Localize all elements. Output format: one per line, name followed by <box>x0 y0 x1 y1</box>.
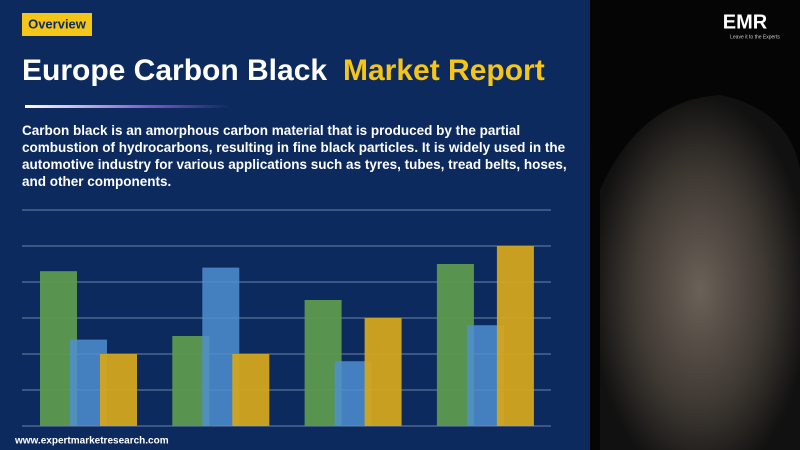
photo-soil <box>600 95 800 450</box>
title-highlight: Market Report <box>343 54 545 87</box>
badge: Overview <box>28 16 87 31</box>
badge-bg <box>22 13 92 36</box>
bar <box>496 246 534 426</box>
bar <box>232 354 270 426</box>
logo-tagline: Leave it to the Experts <box>730 34 780 40</box>
logo-name: EMR <box>723 11 768 33</box>
footer: www.expertmarketresearch.com <box>14 436 169 447</box>
title-underline <box>25 105 230 108</box>
bar <box>100 354 137 426</box>
description: Carbon black is an amorphous carbon mate… <box>22 123 567 189</box>
title-main: Europe Carbon Black <box>22 54 327 87</box>
bar <box>364 318 402 426</box>
